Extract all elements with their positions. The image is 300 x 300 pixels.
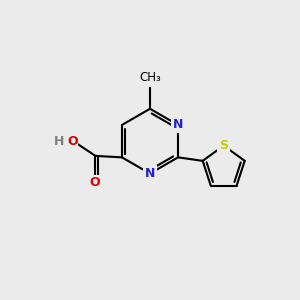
Text: S: S: [219, 139, 228, 152]
Text: O: O: [67, 135, 78, 148]
Text: H: H: [54, 135, 64, 148]
Text: CH₃: CH₃: [139, 71, 161, 84]
Text: N: N: [173, 118, 183, 131]
Text: N: N: [145, 167, 155, 180]
Text: O: O: [89, 176, 100, 190]
